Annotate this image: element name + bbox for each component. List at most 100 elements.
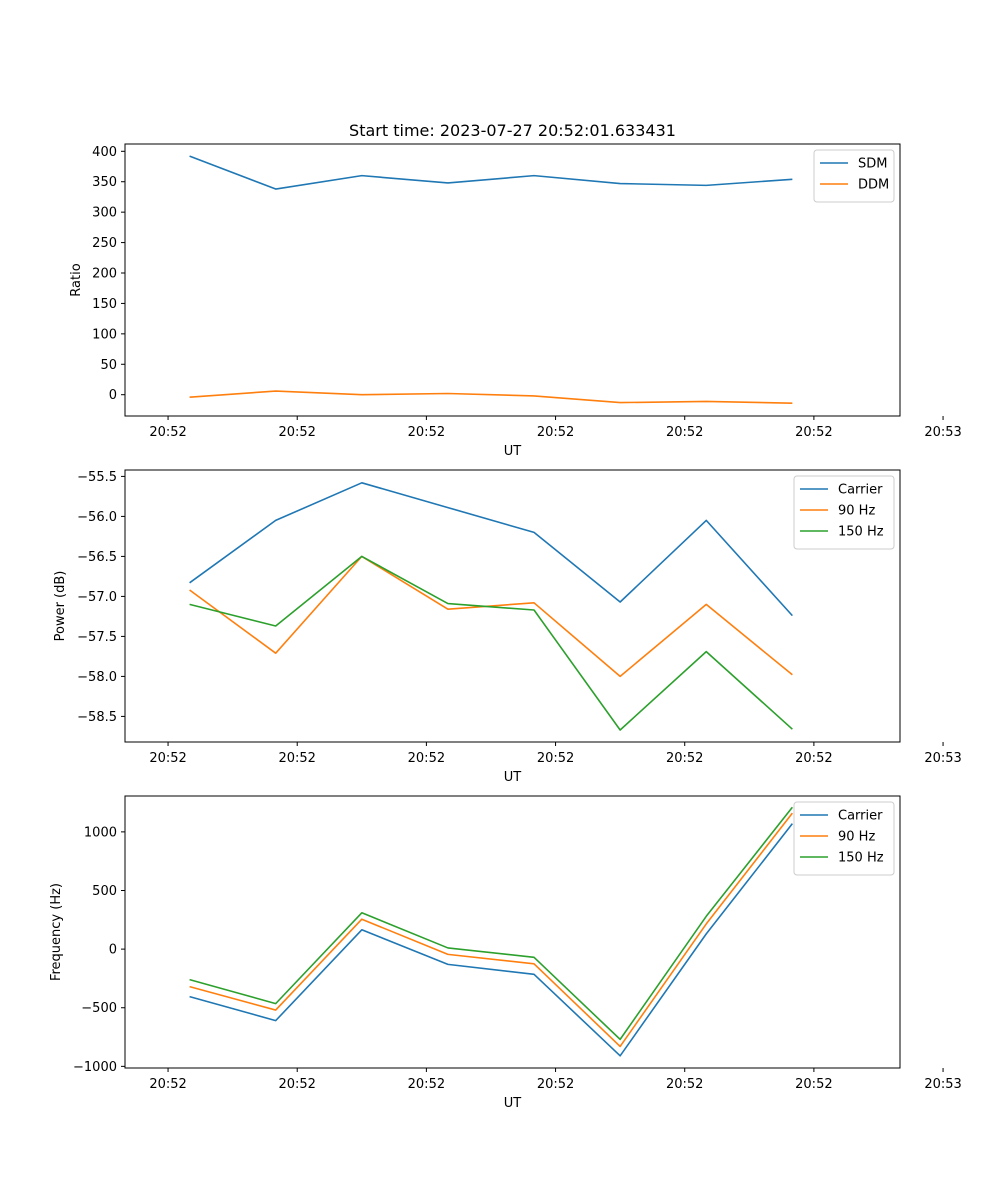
legend-label: SDM [858,157,887,172]
data-point [447,602,449,604]
x-tick-label: 20:52 [795,425,832,440]
y-tick-label: −56.0 [77,510,117,525]
legend-label: 150 Hz [838,851,884,866]
data-point [619,675,621,677]
data-point [188,985,190,987]
y-tick-label: 0 [109,388,117,403]
y-tick-label: 400 [92,145,117,160]
y-axis-label: Ratio [69,263,84,296]
y-tick-label: −57.0 [77,590,117,605]
data-point [791,822,793,824]
y-axis-label: Power (dB) [53,571,68,642]
data-point [619,1038,621,1040]
data-point [791,674,793,676]
data-point [705,603,707,605]
data-point [188,396,190,398]
data-point [533,609,535,611]
legend-label: DDM [858,178,889,193]
data-point [274,1009,276,1011]
data-point [361,482,363,484]
data-point [447,608,449,610]
x-tick-label: 20:52 [666,751,703,766]
data-point [188,155,190,157]
data-point [274,519,276,521]
legend-label: 90 Hz [838,830,875,845]
data-point [533,602,535,604]
series-line [189,155,793,190]
axes-frame [124,469,901,743]
axes-frame [124,795,901,1069]
y-tick-label: 50 [100,358,117,373]
data-point [361,912,363,914]
data-point [705,933,707,935]
legend: SDM DDM [813,149,895,203]
panel-1: 20:52 20:52 20:52 20:52 20:52 20:52 20:53 0 50 10… [69,143,962,459]
data-point [791,614,793,616]
x-axis-label: UT [504,1096,522,1111]
y-tick-label: 500 [92,884,117,899]
y-tick-label: 150 [92,297,117,312]
data-point [274,1002,276,1004]
data-point [619,401,621,403]
data-point [791,178,793,180]
series-line [189,481,793,617]
y-tick-label: −56.5 [77,550,117,565]
legend-label: 90 Hz [838,504,875,519]
data-point [705,923,707,925]
x-tick-label: 20:52 [149,425,186,440]
data-point [791,728,793,730]
data-point [619,729,621,731]
x-tick-label: 20:52 [795,1077,832,1092]
data-point [705,650,707,652]
x-tick-label: 20:52 [537,1077,574,1092]
y-tick-label: −500 [81,1001,117,1016]
data-point [619,1055,621,1057]
data-point [705,400,707,402]
data-point [361,918,363,920]
y-tick-label: 200 [92,267,117,282]
x-tick-label: 20:53 [924,751,961,766]
data-point [274,625,276,627]
data-point [274,390,276,392]
x-tick-label: 20:52 [795,751,832,766]
y-tick-label: −55.5 [77,470,117,485]
data-point [361,174,363,176]
data-point [188,995,190,997]
data-point [533,531,535,533]
x-tick-label: 20:52 [408,1077,445,1092]
data-point [447,947,449,949]
x-tick-label: 20:52 [149,751,186,766]
x-tick-label: 20:52 [278,425,315,440]
data-point [791,812,793,814]
data-point [361,555,363,557]
data-point [619,601,621,603]
data-point [533,963,535,965]
data-point [447,963,449,965]
series-line [189,390,793,405]
data-point [447,953,449,955]
data-point [791,806,793,808]
x-tick-label: 20:52 [408,425,445,440]
x-axis-label: UT [504,444,522,459]
panels: 20:52 20:52 20:52 20:52 20:52 20:52 20:53 0 50 10… [49,143,962,1111]
x-tick-label: 20:52 [278,1077,315,1092]
x-tick-label: 20:52 [278,751,315,766]
data-point [619,182,621,184]
y-tick-label: 0 [109,943,117,958]
data-point [188,978,190,980]
series-line [189,812,793,1048]
data-point [447,182,449,184]
data-point [188,582,190,584]
y-tick-label: 350 [92,175,117,190]
data-point [447,392,449,394]
y-tick-label: 250 [92,236,117,251]
data-point [188,589,190,591]
legend: Carrier 90 Hz 150 Hz [793,475,895,550]
data-point [533,174,535,176]
x-tick-label: 20:53 [924,425,961,440]
data-point [705,915,707,917]
x-tick-label: 20:52 [149,1077,186,1092]
data-point [274,1019,276,1021]
y-tick-label: 100 [92,327,117,342]
